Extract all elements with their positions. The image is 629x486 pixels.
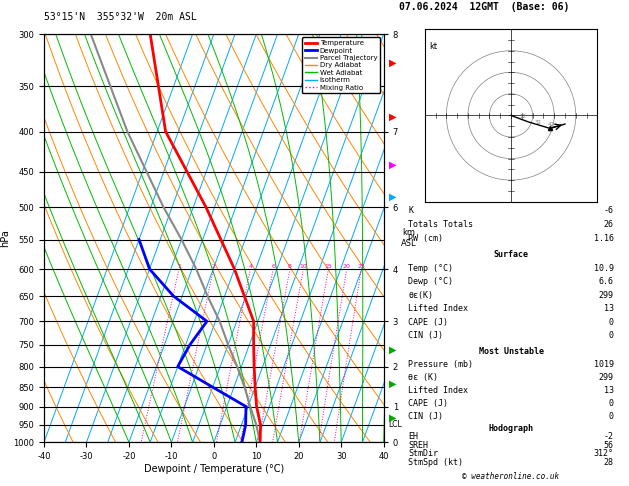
Text: 32: 32	[535, 120, 542, 125]
Text: θε(K): θε(K)	[408, 291, 433, 300]
Text: kt: kt	[429, 42, 437, 51]
Text: 13: 13	[604, 386, 614, 395]
Text: -2: -2	[604, 432, 614, 441]
Text: 0: 0	[609, 412, 614, 421]
Text: 2: 2	[211, 264, 215, 269]
Text: 8: 8	[288, 264, 292, 269]
Text: K: K	[408, 206, 413, 215]
Text: 15: 15	[325, 264, 332, 269]
Text: Surface: Surface	[494, 250, 528, 259]
Text: Lifted Index: Lifted Index	[408, 386, 469, 395]
Legend: Temperature, Dewpoint, Parcel Trajectory, Dry Adiabat, Wet Adiabat, Isotherm, Mi: Temperature, Dewpoint, Parcel Trajectory…	[302, 37, 380, 93]
Text: CIN (J): CIN (J)	[408, 412, 443, 421]
Text: 4: 4	[248, 264, 252, 269]
Text: 0: 0	[609, 331, 614, 340]
Text: 312°: 312°	[594, 449, 614, 458]
Text: 42: 42	[548, 122, 555, 127]
Text: EH: EH	[408, 432, 418, 441]
Text: 10.9: 10.9	[594, 264, 614, 273]
Text: 1019: 1019	[594, 360, 614, 369]
Text: 28: 28	[604, 458, 614, 467]
Text: Dewp (°C): Dewp (°C)	[408, 277, 454, 286]
Text: © weatheronline.co.uk: © weatheronline.co.uk	[462, 472, 560, 481]
Text: 07.06.2024  12GMT  (Base: 06): 07.06.2024 12GMT (Base: 06)	[399, 2, 570, 12]
Text: 25: 25	[357, 264, 365, 269]
Text: Most Unstable: Most Unstable	[479, 347, 543, 356]
Text: 1.16: 1.16	[594, 234, 614, 243]
Text: 6: 6	[271, 264, 275, 269]
Text: SREH: SREH	[408, 441, 428, 450]
Text: ▶: ▶	[389, 58, 396, 68]
X-axis label: Dewpoint / Temperature (°C): Dewpoint / Temperature (°C)	[144, 464, 284, 474]
Text: StmDir: StmDir	[408, 449, 438, 458]
Text: -6: -6	[604, 206, 614, 215]
Text: 10: 10	[299, 264, 307, 269]
Text: ▶: ▶	[389, 160, 396, 170]
Text: ▶: ▶	[389, 345, 396, 355]
Text: 12: 12	[520, 114, 526, 119]
Y-axis label: km
ASL: km ASL	[401, 228, 417, 248]
Text: ▶: ▶	[389, 192, 396, 202]
Y-axis label: hPa: hPa	[1, 229, 11, 247]
Text: Pressure (mb): Pressure (mb)	[408, 360, 474, 369]
Text: ▶: ▶	[389, 413, 396, 423]
Text: Hodograph: Hodograph	[489, 424, 533, 433]
Text: 0: 0	[609, 399, 614, 408]
Text: 20: 20	[343, 264, 350, 269]
Text: PW (cm): PW (cm)	[408, 234, 443, 243]
Text: Temp (°C): Temp (°C)	[408, 264, 454, 273]
Text: CIN (J): CIN (J)	[408, 331, 443, 340]
Text: Lifted Index: Lifted Index	[408, 304, 469, 313]
Text: 26: 26	[604, 220, 614, 229]
Text: 13: 13	[604, 304, 614, 313]
Text: ▶: ▶	[389, 112, 396, 122]
Text: 1: 1	[177, 264, 181, 269]
Text: 299: 299	[599, 373, 614, 382]
Text: CAPE (J): CAPE (J)	[408, 399, 448, 408]
Text: CAPE (J): CAPE (J)	[408, 318, 448, 327]
Text: StmSpd (kt): StmSpd (kt)	[408, 458, 464, 467]
Text: LCL: LCL	[388, 420, 401, 429]
Text: ▶: ▶	[389, 379, 396, 389]
Text: 56: 56	[604, 441, 614, 450]
Text: 6.6: 6.6	[599, 277, 614, 286]
Text: 0: 0	[609, 318, 614, 327]
Text: 299: 299	[599, 291, 614, 300]
Text: Totals Totals: Totals Totals	[408, 220, 474, 229]
Text: θε (K): θε (K)	[408, 373, 438, 382]
Text: 53°15'N  355°32'W  20m ASL: 53°15'N 355°32'W 20m ASL	[44, 12, 197, 22]
